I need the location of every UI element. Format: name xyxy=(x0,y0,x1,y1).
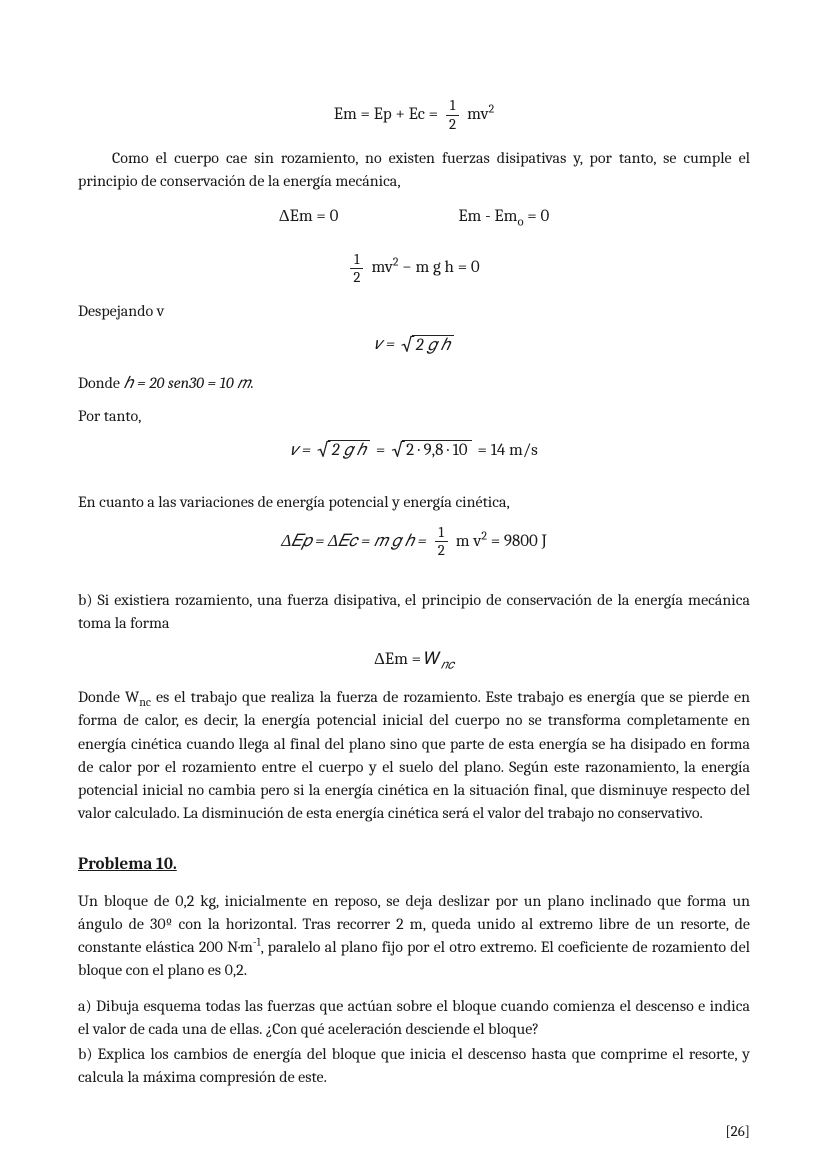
equation-delta-em-row: ΔEm = 0 Em - Emo = 0 xyxy=(78,205,750,230)
paragraph-wnc-explicacion: Donde Wnc es el trabajo que realiza la f… xyxy=(78,686,750,825)
eq1-rhs: mv2 xyxy=(467,103,494,128)
eq5-post: = 14 m/s xyxy=(478,439,538,464)
eq5-pre: 𝑣 = xyxy=(290,439,311,464)
eq-delta-em-zero: ΔEm = 0 xyxy=(279,205,339,230)
physics-page: Em = Ep + Ec = 1 2 mv2 Como el cuerpo ca… xyxy=(0,0,828,1171)
equation-kinetic-minus-potential: 1 2 mv2 − m g h = 0 xyxy=(78,252,750,287)
paragraph-por-tanto: Por tanto, xyxy=(78,405,750,428)
equation-v-sqrt: 𝑣 = √ 2 𝑔 ℎ xyxy=(78,333,750,358)
eq1-fraction: 1 2 xyxy=(444,98,461,133)
problema-10-heading: Problema 10. xyxy=(78,853,750,878)
eq-em-minus-emo: Em - Emo = 0 xyxy=(458,205,549,230)
eq4-v: 𝑣 = xyxy=(374,333,395,358)
eq5-sqrt2: √2 · 9,8 · 10 xyxy=(391,440,471,461)
eq3-body: mv2 − m g h = 0 xyxy=(371,256,479,281)
page-number: [26] xyxy=(725,1121,750,1143)
eq6-pre: Δ𝐸𝑝 = Δ𝐸𝑐 = 𝑚 𝑔 ℎ = xyxy=(281,530,426,555)
equation-v-numeric: 𝑣 = √2 𝑔 ℎ = √2 · 9,8 · 10 = 14 m/s xyxy=(78,439,750,464)
equation-delta-ep-ec: Δ𝐸𝑝 = Δ𝐸𝑐 = 𝑚 𝑔 ℎ = 1 2 m v2 = 9800 J xyxy=(78,525,750,560)
paragraph-b-friccion: b) Si existiera rozamiento, una fuerza d… xyxy=(78,589,750,635)
paragraph-problema-enunciado: Un bloque de 0,2 kg, inicialmente en rep… xyxy=(78,890,750,983)
eq5-sqrt1: √2 𝑔 ℎ xyxy=(317,440,370,461)
paragraph-donde-h: Donde ℎ = 20 sen30 = 10 𝑚. xyxy=(78,372,750,395)
paragraph-variaciones: En cuanto a las variaciones de energía p… xyxy=(78,491,750,514)
eq6-fraction: 1 2 xyxy=(433,525,450,560)
eq7-body: ΔEm = 𝑊𝑛𝑐 xyxy=(374,650,454,669)
paragraph-conservation-intro: Como el cuerpo cae sin rozamiento, no ex… xyxy=(78,147,750,193)
eq4-sqrt: √ 2 𝑔 ℎ xyxy=(401,335,454,356)
equation-em-definition: Em = Ep + Ec = 1 2 mv2 xyxy=(78,98,750,133)
paragraph-problema-a: a) Dibuja esquema todas las fuerzas que … xyxy=(78,995,750,1041)
eq6-body: m v2 = 9800 J xyxy=(456,530,547,555)
eq3-fraction: 1 2 xyxy=(348,252,365,287)
equation-delta-em-wnc: ΔEm = 𝑊𝑛𝑐 xyxy=(78,648,750,673)
eq1-lhs: Em = Ep + Ec = xyxy=(334,103,438,128)
eq5-mid: = xyxy=(376,439,385,464)
paragraph-problema-b: b) Explica los cambios de energía del bl… xyxy=(78,1043,750,1089)
paragraph-despejando: Despejando v xyxy=(78,300,750,323)
